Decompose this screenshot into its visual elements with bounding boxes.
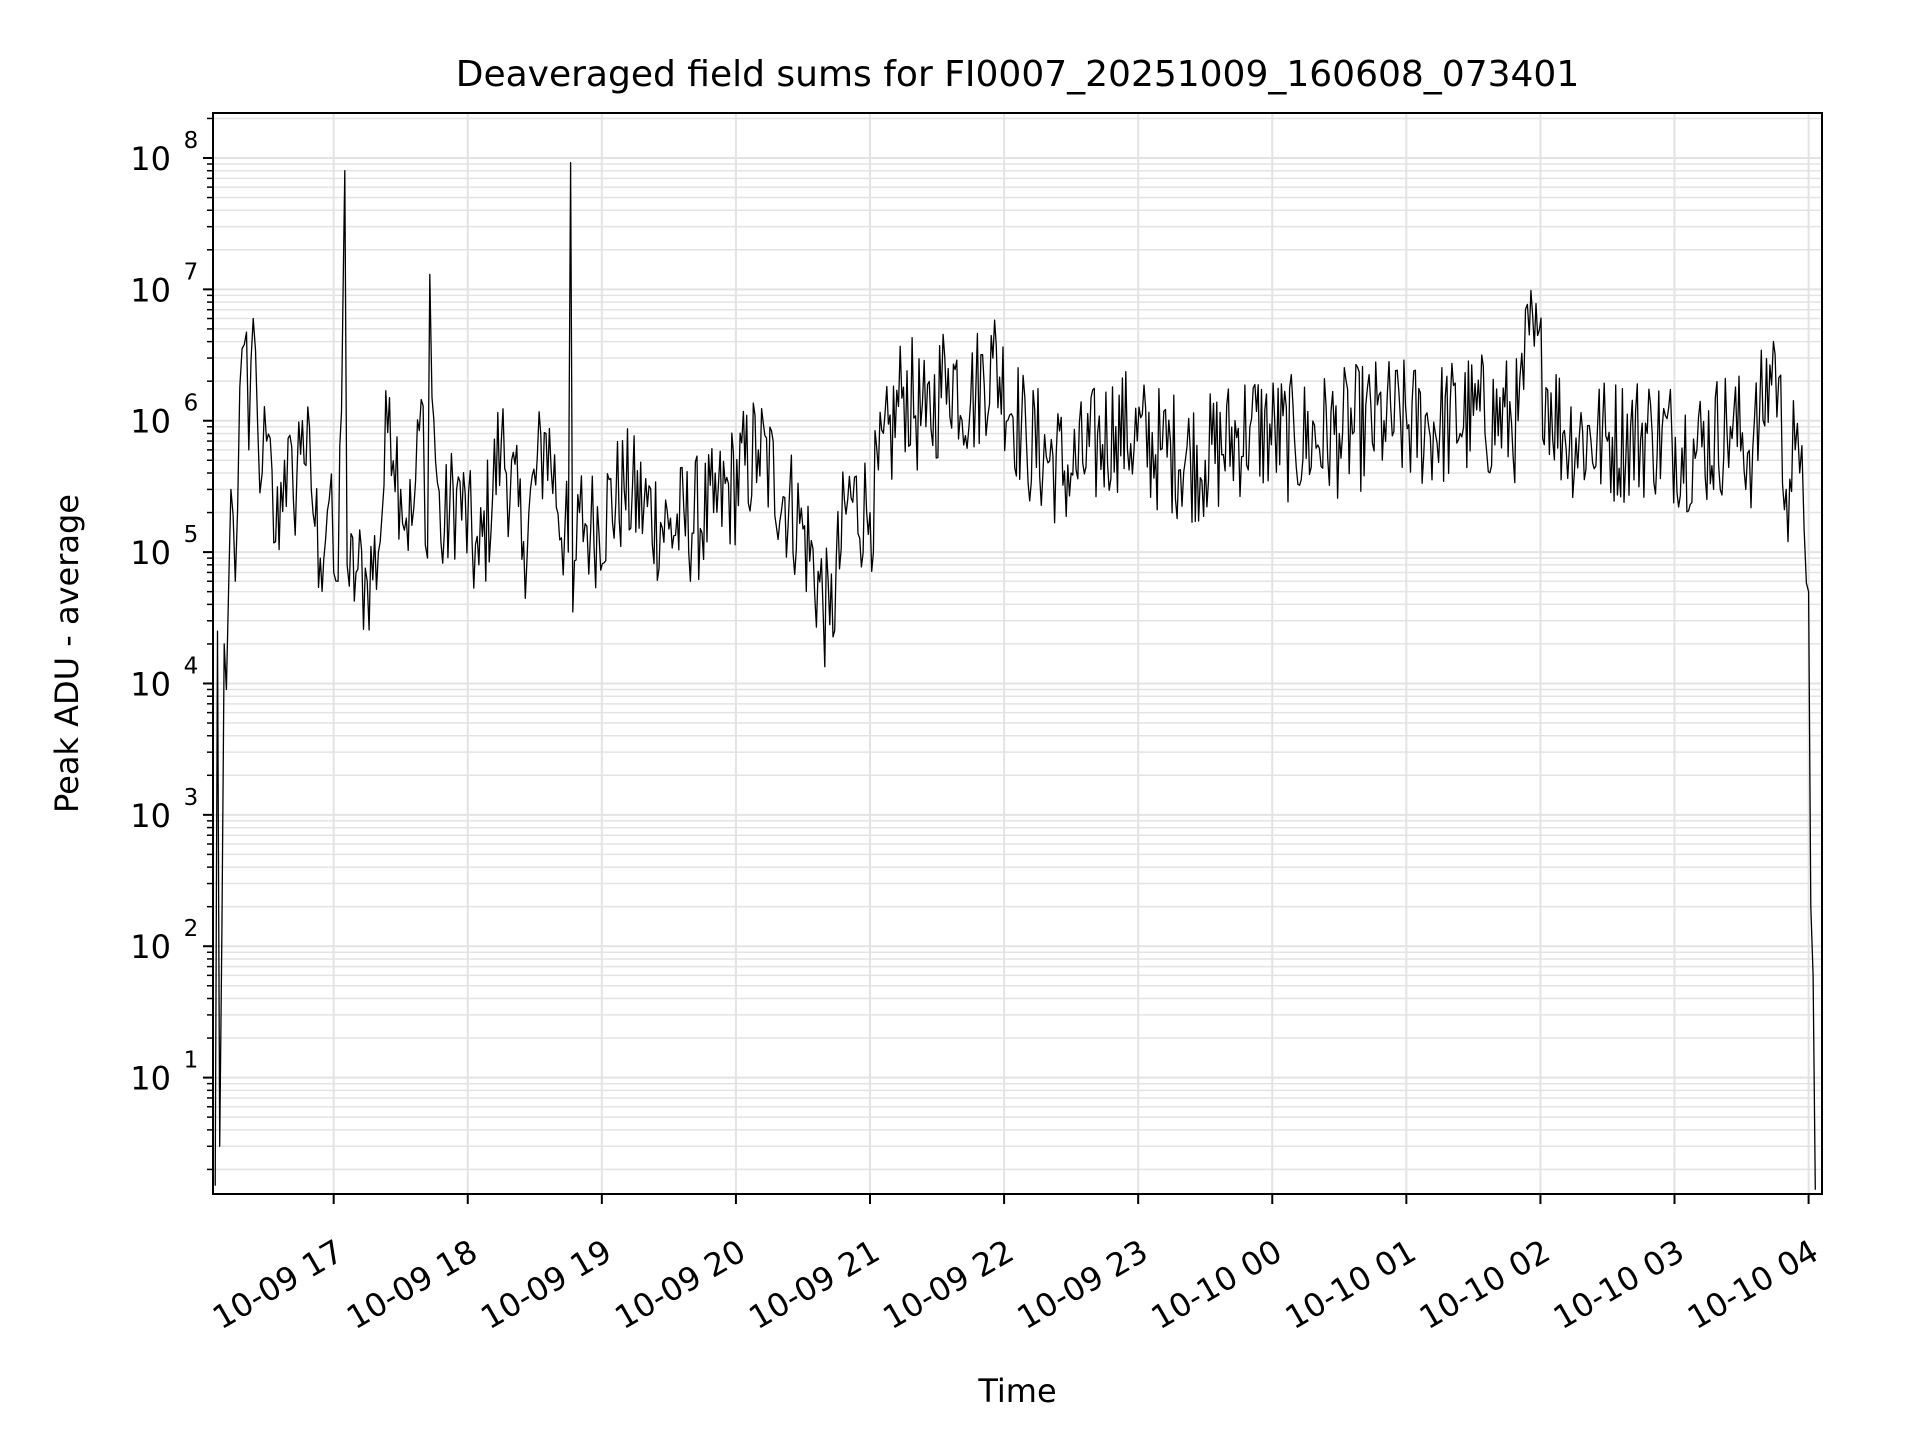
y-tick-label: 10 [130,928,171,966]
y-tick-label-base: 10 [130,928,171,966]
y-tick-label-base: 10 [130,665,171,703]
y-tick-label-base: 10 [130,797,171,835]
chart-title: Deaveraged field sums for FI0007_2025100… [456,54,1579,95]
series-layer [214,162,1816,1190]
y-tick-label-exponent: 4 [184,653,199,679]
y-tick-label: 10 [130,403,171,441]
y-tick-label: 10 [130,271,171,309]
y-tick-label-base: 10 [130,1060,171,1098]
y-tick-label-base: 10 [130,140,171,178]
plot-frame [212,112,1823,1195]
y-tick-label-base: 10 [130,534,171,572]
y-tick-label-base: 10 [130,403,171,441]
y-tick-label: 10 [130,665,171,703]
y-tick-label: 10 [130,797,171,835]
y-tick-label-exponent: 3 [184,785,199,811]
y-tick-label: 10 [130,534,171,572]
y-tick-label-exponent: 5 [184,522,199,548]
y-tick-label-exponent: 2 [184,916,199,942]
y-tick-label-exponent: 8 [184,128,199,154]
grid [213,113,1822,1194]
y-axis-label: Peak ADU - average [48,494,86,813]
y-tick-label-exponent: 6 [184,391,199,417]
y-tick-label-exponent: 1 [184,1048,199,1074]
y-tick-label: 10 [130,140,171,178]
data-series-line [214,162,1816,1190]
y-tick-label: 10 [130,1060,171,1098]
y-tick-label-exponent: 7 [184,259,199,285]
x-axis-label: Time [977,1372,1056,1410]
y-tick-label-base: 10 [130,271,171,309]
